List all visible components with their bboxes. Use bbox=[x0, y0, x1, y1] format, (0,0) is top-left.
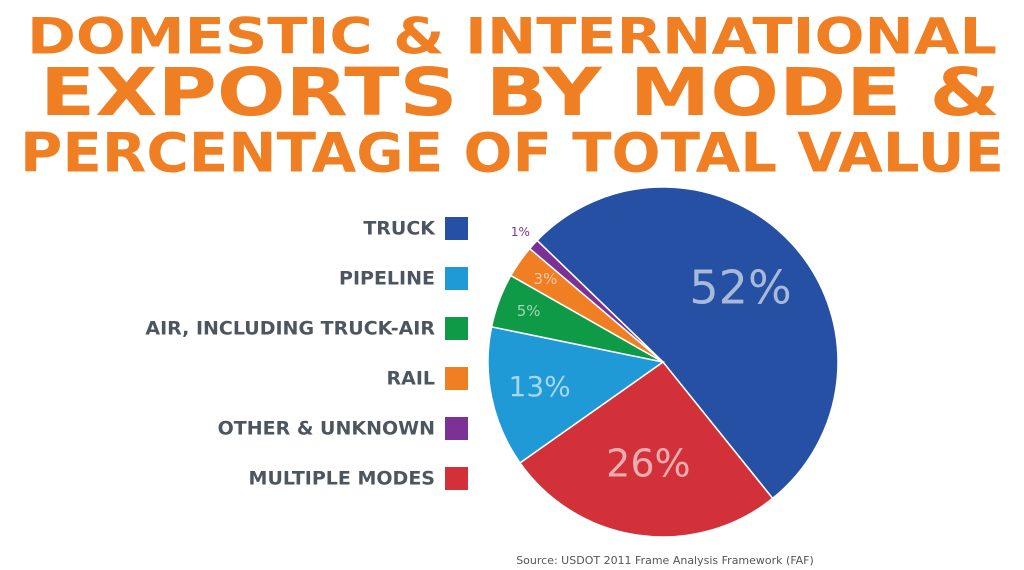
legend-swatch bbox=[445, 367, 468, 390]
data-label: 5% bbox=[517, 302, 541, 320]
pie-slice bbox=[487, 325, 665, 464]
legend-label: PIPELINE bbox=[339, 268, 435, 290]
legend-label: AIR, INCLUDING TRUCK-AIR bbox=[145, 318, 435, 340]
legend-swatch bbox=[445, 217, 468, 240]
pie-slice bbox=[518, 360, 774, 538]
legend-swatch bbox=[445, 317, 468, 340]
legend-label: MULTIPLE MODES bbox=[249, 468, 435, 490]
source-note: Source: USDOT 2011 Frame Analysis Framew… bbox=[516, 554, 814, 567]
legend-label: RAIL bbox=[386, 368, 435, 390]
chart-title: EXPORTS BY MODE & bbox=[40, 54, 1000, 131]
legend-swatch bbox=[445, 267, 468, 290]
pie-slice bbox=[536, 186, 839, 500]
pie-slice bbox=[528, 239, 664, 363]
legend-swatch bbox=[445, 467, 468, 490]
legend-label: TRUCK bbox=[363, 218, 436, 240]
data-label: 52% bbox=[689, 261, 791, 315]
chart-title: DOMESTIC & INTERNATIONAL bbox=[27, 8, 997, 66]
data-label: 1% bbox=[511, 225, 530, 239]
data-label: 13% bbox=[509, 370, 571, 403]
data-label: 26% bbox=[606, 441, 690, 485]
legend-label: OTHER & UNKNOWN bbox=[218, 418, 435, 440]
legend-swatch bbox=[445, 417, 468, 440]
chart-title: PERCENTAGE OF TOTAL VALUE bbox=[20, 122, 1004, 185]
data-label: 3% bbox=[534, 270, 558, 288]
